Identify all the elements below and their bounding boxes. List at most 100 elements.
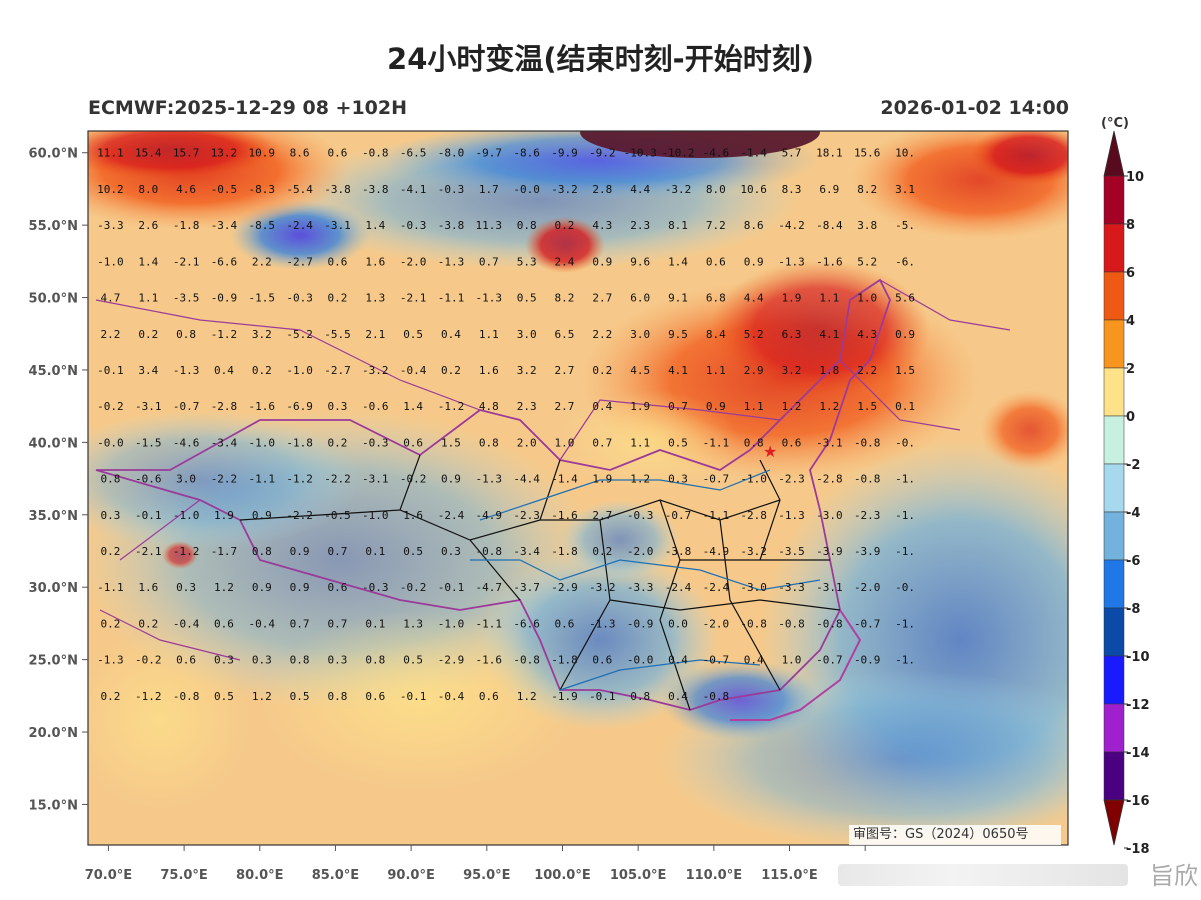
grid-value: -1.1 <box>97 581 124 594</box>
grid-value: 3.0 <box>176 473 196 486</box>
grid-value: -2.3 <box>778 473 805 486</box>
grid-value: -1.0 <box>97 255 124 268</box>
grid-value: -2.2 <box>286 509 313 522</box>
grid-value: 0.3 <box>668 473 688 486</box>
grid-value: -3.3 <box>778 581 805 594</box>
grid-value: 4.1 <box>819 328 839 341</box>
grid-value: -2.0 <box>703 617 730 630</box>
colorbar-label: -18 <box>1126 842 1150 857</box>
grid-value: 0.4 <box>744 654 764 667</box>
grid-value: 4.4 <box>630 183 650 196</box>
grid-value: -0.4 <box>249 617 276 630</box>
grid-value: -1.9 <box>551 690 578 703</box>
colorbar-label: -16 <box>1126 794 1150 809</box>
grid-value: -0.8 <box>476 545 503 558</box>
grid-value: -1. <box>895 654 915 667</box>
grid-value: 2.1 <box>365 328 385 341</box>
colorbar-segment <box>1103 319 1125 369</box>
grid-value: -0.1 <box>589 690 616 703</box>
grid-value: -1.3 <box>173 364 200 377</box>
grid-value: -1. <box>895 545 915 558</box>
grid-value: 0.7 <box>592 436 612 449</box>
colorbar-segment <box>1103 511 1125 561</box>
grid-value: -0.7 <box>665 509 692 522</box>
grid-value: -0.0 <box>513 183 540 196</box>
colorbar-label: 0 <box>1126 410 1135 425</box>
grid-value: -2.8 <box>211 400 238 413</box>
grid-value: 0.5 <box>403 654 423 667</box>
grid-value: 4.7 <box>100 292 120 305</box>
grid-value: 1.8 <box>819 364 839 377</box>
colorbar-segment <box>1103 367 1125 417</box>
grid-value: 3.0 <box>630 328 650 341</box>
grid-value: -3.5 <box>173 292 200 305</box>
grid-value: -0.4 <box>400 364 427 377</box>
grid-value: 1.5 <box>895 364 915 377</box>
grid-value: -1.6 <box>551 509 578 522</box>
grid-value: 0.9 <box>592 255 612 268</box>
lat-tick-label: 45.0°N <box>29 364 78 379</box>
grid-value: -2.7 <box>286 255 313 268</box>
lon-tick-label: 70.0°E <box>85 868 132 883</box>
grid-value: 3.2 <box>517 364 537 377</box>
grid-value: 1.2 <box>782 400 802 413</box>
grid-value: -3.0 <box>740 581 767 594</box>
grid-value: -0.7 <box>816 654 843 667</box>
colorbar-max-arrow <box>1103 130 1125 177</box>
map-frame <box>87 130 1069 846</box>
grid-value: 2.4 <box>555 255 575 268</box>
grid-value: 0.2 <box>100 545 120 558</box>
grid-value: 0.2 <box>328 436 348 449</box>
grid-value: 2.2 <box>857 364 877 377</box>
grid-value: 0.6 <box>782 436 802 449</box>
grid-value: -0.8 <box>703 690 730 703</box>
colorbar-segment <box>1103 751 1125 801</box>
grid-value: 9.1 <box>668 292 688 305</box>
grid-value: 4.6 <box>176 183 196 196</box>
grid-value: 2.7 <box>592 509 612 522</box>
grid-value: 6.9 <box>819 183 839 196</box>
colorbar: 10 8 6 4 2 0 -2 -4 -6 -8 -10 -12 -14 -16 -18 <box>1103 130 1150 857</box>
grid-value: 0.9 <box>290 545 310 558</box>
grid-value: 0.3 <box>214 654 234 667</box>
grid-value: 1.7 <box>479 183 499 196</box>
grid-value: -1.1 <box>703 509 730 522</box>
grid-value: 0.8 <box>252 545 272 558</box>
grid-value: -2.3 <box>513 509 540 522</box>
grid-value: 1.3 <box>403 617 423 630</box>
grid-value: -3.4 <box>211 219 238 232</box>
grid-value: -0.3 <box>286 292 313 305</box>
grid-value: -2.4 <box>286 219 313 232</box>
colorbar-label: 8 <box>1126 218 1135 233</box>
grid-value: 11.3 <box>476 219 503 232</box>
grid-value: -0.0 <box>97 436 124 449</box>
grid-value: 8.6 <box>744 219 764 232</box>
grid-value: -10.3 <box>624 147 657 160</box>
grid-value: 3.0 <box>517 328 537 341</box>
grid-value: -0.4 <box>173 617 200 630</box>
grid-value: 18.1 <box>816 147 843 160</box>
grid-value: 0.5 <box>214 690 234 703</box>
grid-value: 1.4 <box>668 255 688 268</box>
grid-value: 1.9 <box>782 292 802 305</box>
grid-value: -1.8 <box>551 654 578 667</box>
grid-value: -3.5 <box>778 545 805 558</box>
grid-value: -1.0 <box>362 509 389 522</box>
grid-value: 0.6 <box>479 690 499 703</box>
colorbar-label: -8 <box>1126 602 1140 617</box>
grid-value: -0.8 <box>854 436 881 449</box>
grid-value: -9.2 <box>589 147 616 160</box>
grid-value: 3.2 <box>782 364 802 377</box>
grid-value: -3.1 <box>135 400 162 413</box>
grid-value: 0.3 <box>441 545 461 558</box>
grid-value: 6.3 <box>782 328 802 341</box>
grid-value: -1.1 <box>438 292 465 305</box>
grid-value: -0.8 <box>816 617 843 630</box>
grid-value: 5.2 <box>857 255 877 268</box>
grid-value: -0.1 <box>438 581 465 594</box>
grid-value: 1.1 <box>138 292 158 305</box>
grid-value: 0.2 <box>555 219 575 232</box>
grid-value: 0.6 <box>365 690 385 703</box>
grid-value: -3.1 <box>362 473 389 486</box>
grid-value: -0.3 <box>400 219 427 232</box>
